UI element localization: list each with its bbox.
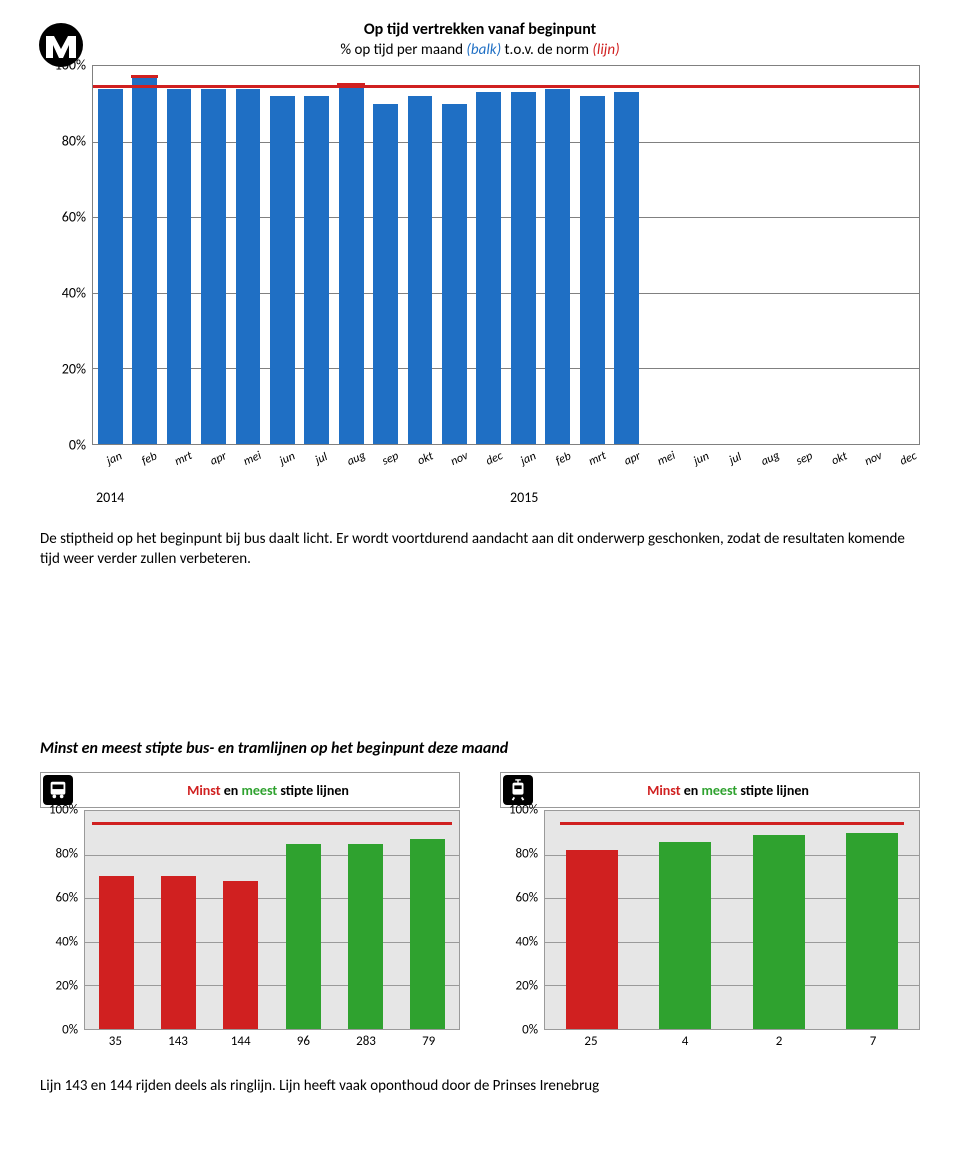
yaxis-label: 0% bbox=[62, 1023, 78, 1038]
yaxis-label: 60% bbox=[516, 891, 538, 906]
tram-icon bbox=[503, 775, 533, 805]
bar bbox=[270, 96, 295, 444]
bar bbox=[580, 96, 605, 444]
year-label: 2014 bbox=[92, 489, 506, 506]
bar bbox=[753, 835, 805, 1029]
bar bbox=[410, 839, 445, 1029]
bar bbox=[223, 881, 258, 1029]
bar bbox=[304, 96, 329, 444]
bar bbox=[201, 89, 226, 444]
tram-panel-header: Minst en meest stipte lijnen bbox=[500, 772, 920, 808]
tram-panel: Minst en meest stipte lijnen 0% 20% 40% 60%… bbox=[500, 772, 920, 1049]
xaxis-label: 4 bbox=[638, 1034, 732, 1049]
bar bbox=[161, 876, 196, 1029]
body-paragraph: De stiptheid op het beginpunt bij bus da… bbox=[40, 530, 920, 569]
yaxis-label: 20% bbox=[516, 979, 538, 994]
main-chart-xlabels: janfebmrtaprmeijunjulaugsepoktnovdecjanf… bbox=[92, 447, 920, 467]
bar bbox=[132, 77, 157, 444]
main-chart-plot bbox=[92, 65, 920, 445]
yaxis-label: 80% bbox=[56, 847, 78, 862]
yaxis-label: 60% bbox=[62, 209, 86, 226]
yaxis-label: 80% bbox=[516, 847, 538, 862]
footnote: Lijn 143 en 144 rijden deels als ringlij… bbox=[40, 1077, 920, 1095]
bus-chart: 0%20%40%60%80%100% 351431449628379 bbox=[40, 810, 460, 1049]
bar bbox=[442, 104, 467, 444]
xaxis-label: 25 bbox=[544, 1034, 638, 1049]
bus-panel-title: Minst en meest stipte lijnen bbox=[83, 782, 453, 799]
tram-panel-title: Minst en meest stipte lijnen bbox=[543, 782, 913, 799]
main-chart-title: Op tijd vertrekken vanaf beginpunt bbox=[40, 20, 920, 39]
bar bbox=[348, 844, 383, 1029]
yaxis-label: 40% bbox=[516, 935, 538, 950]
bus-panel-header: Minst en meest stipte lijnen bbox=[40, 772, 460, 808]
main-chart-yaxis: 0%20%40%60%80%100% bbox=[40, 65, 88, 445]
xaxis-label: 2 bbox=[732, 1034, 826, 1049]
bar bbox=[614, 92, 639, 444]
yaxis-label: 100% bbox=[55, 57, 86, 74]
norm-line bbox=[560, 822, 904, 825]
yaxis-label: 80% bbox=[62, 133, 86, 150]
xaxis-label: 79 bbox=[397, 1034, 460, 1049]
bar bbox=[98, 89, 123, 444]
tram-chart: 0%20%40%60%80%100% 25427 bbox=[500, 810, 920, 1049]
xaxis-label: 7 bbox=[826, 1034, 920, 1049]
yaxis-label: 0% bbox=[522, 1023, 538, 1038]
bar bbox=[408, 96, 433, 444]
bar bbox=[659, 842, 711, 1029]
bus-panel: Minst en meest stipte lijnen 0% 20% 40% 60%… bbox=[40, 772, 460, 1049]
xaxis-label: 35 bbox=[84, 1034, 147, 1049]
xaxis-label: 96 bbox=[272, 1034, 335, 1049]
xaxis-label: 144 bbox=[209, 1034, 272, 1049]
bar bbox=[167, 89, 192, 444]
bar bbox=[373, 104, 398, 444]
main-chart-years: 2014 2015 bbox=[92, 489, 920, 506]
norm-line bbox=[92, 822, 451, 825]
yaxis-label: 100% bbox=[509, 803, 538, 818]
xaxis-label: 283 bbox=[335, 1034, 398, 1049]
bar bbox=[236, 89, 261, 444]
yaxis-label: 60% bbox=[56, 891, 78, 906]
yaxis-label: 40% bbox=[56, 935, 78, 950]
main-chart-subtitle: % op tijd per maand (balk) t.o.v. de nor… bbox=[40, 41, 920, 59]
yaxis-label: 20% bbox=[56, 979, 78, 994]
yaxis-label: 20% bbox=[62, 361, 86, 378]
section-title: Minst en meest stipte bus- en tramlijnen… bbox=[40, 739, 920, 758]
yaxis-label: 100% bbox=[49, 803, 78, 818]
year-label: 2015 bbox=[506, 489, 920, 506]
yaxis-label: 40% bbox=[62, 285, 86, 302]
main-chart: Op tijd vertrekken vanaf beginpunt % op … bbox=[40, 20, 920, 506]
bar bbox=[286, 844, 321, 1029]
xaxis-label: 143 bbox=[147, 1034, 210, 1049]
bar bbox=[511, 92, 536, 444]
norm-line bbox=[93, 85, 919, 88]
bar bbox=[99, 876, 134, 1029]
bar bbox=[846, 833, 898, 1029]
yaxis-label: 0% bbox=[69, 437, 86, 454]
bar bbox=[566, 850, 618, 1029]
bus-icon bbox=[43, 775, 73, 805]
bar bbox=[339, 85, 364, 444]
bar bbox=[476, 92, 501, 444]
bar bbox=[545, 89, 570, 444]
